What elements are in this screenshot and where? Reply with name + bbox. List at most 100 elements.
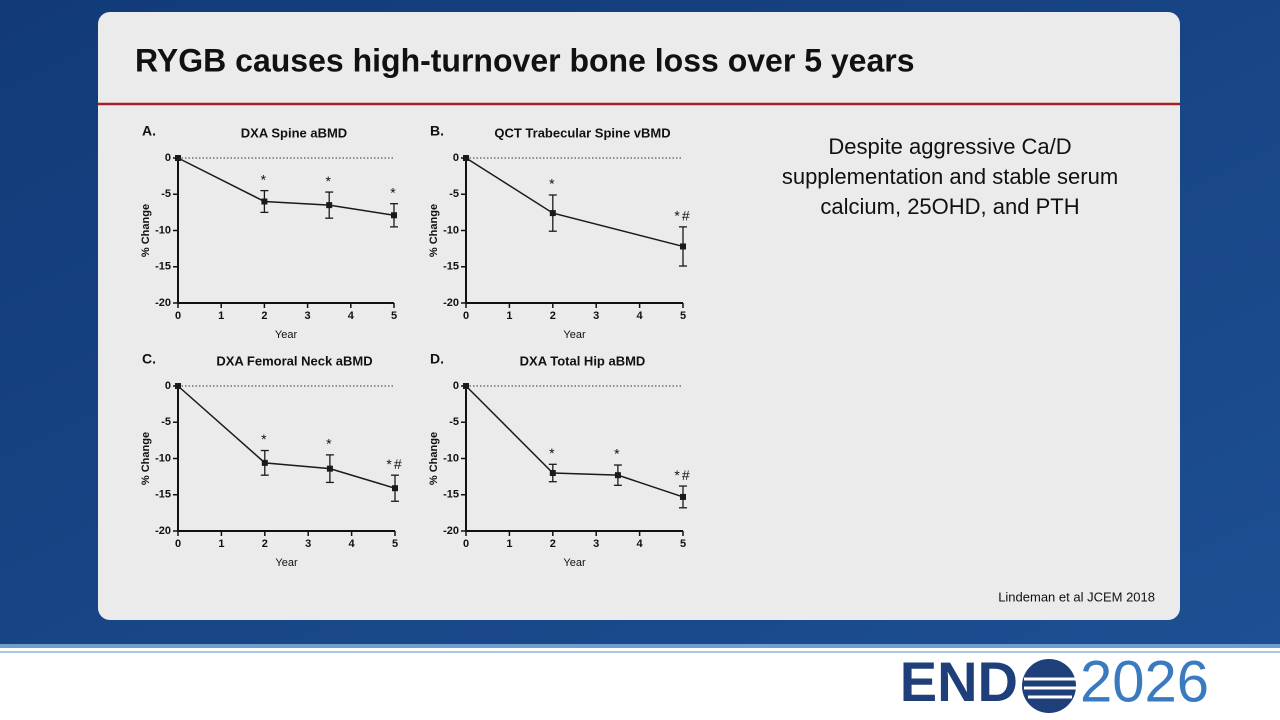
chart: B. QCT Trabecular Spine vBMD Year % Change 0… (428, 123, 691, 341)
x-tick-label: 4 (348, 310, 355, 322)
data-point (261, 198, 268, 205)
x-tick-label: 0 (463, 538, 469, 550)
data-point (549, 470, 556, 476)
data-point (680, 243, 686, 250)
x-axis-label: Year (275, 557, 298, 569)
y-tick-label: -5 (161, 416, 171, 428)
x-tick-label: 1 (506, 538, 512, 550)
note: supplementation and stable serum (782, 164, 1118, 189)
chart: A. DXA Spine aBMD Year % Change 0 1 2 3 4 5 -20 -15… (140, 123, 398, 341)
data-point (614, 472, 621, 479)
x-tick-label: 0 (175, 538, 181, 550)
x-tick-label: 5 (680, 538, 686, 550)
data-line (465, 385, 684, 498)
y-tick-label: -15 (155, 489, 171, 501)
footer-stripe (0, 651, 1280, 653)
annotation: * (261, 171, 268, 187)
y-tick-label: -10 (155, 452, 171, 464)
y-axis-label: % Change (428, 432, 440, 485)
panel-label: A. (142, 123, 156, 139)
x-tick-label: 4 (637, 538, 644, 550)
data-line (177, 385, 396, 489)
data-point (175, 155, 181, 161)
panel-label: C. (142, 351, 156, 367)
y-tick-label: -15 (155, 261, 171, 273)
panel-label: D. (430, 351, 444, 367)
data-point (175, 383, 181, 389)
x-tick-label: 3 (593, 310, 599, 322)
y-tick-label: 0 (165, 152, 171, 164)
y-tick-label: 0 (453, 152, 459, 164)
annotation: *# (674, 208, 691, 224)
x-tick-label: 2 (261, 310, 267, 322)
y-axis-label: % Change (428, 204, 440, 257)
card (98, 12, 1180, 620)
x-axis-label: Year (275, 329, 298, 341)
x-tick-label: 4 (349, 538, 356, 550)
annotation: *# (386, 456, 403, 472)
y-tick-label: -20 (443, 297, 459, 309)
data-point (463, 155, 469, 161)
note: Despite aggressive Ca/D (828, 134, 1071, 159)
annotation: * (549, 445, 556, 461)
annotation: * (326, 436, 333, 452)
x-tick-label: 2 (262, 538, 268, 550)
data-point (680, 493, 686, 500)
data-point (391, 212, 397, 219)
x-tick-label: 0 (463, 310, 469, 322)
x-tick-label: 4 (637, 310, 644, 322)
y-tick-label: -20 (443, 525, 459, 537)
x-tick-label: 0 (175, 310, 181, 322)
y-tick-label: 0 (453, 380, 459, 392)
x-axis-label: Year (563, 329, 586, 341)
y-tick-label: -5 (161, 188, 171, 200)
data-line (177, 157, 395, 217)
citation: Lindeman et al JCEM 2018 (998, 589, 1155, 604)
x-tick-label: 2 (550, 538, 556, 550)
data-point (326, 465, 333, 472)
data-point (392, 485, 398, 492)
x-tick-label: 1 (218, 310, 224, 322)
annotation: * (261, 431, 268, 447)
data-point (549, 210, 556, 217)
logo-year: 2026 (1080, 649, 1209, 714)
annotation: * (390, 184, 397, 200)
x-tick-label: 5 (392, 538, 398, 550)
x-tick-label: 3 (305, 538, 311, 550)
data-point (463, 383, 469, 389)
data-point (261, 459, 268, 466)
y-tick-label: -20 (155, 525, 171, 537)
annotation: * (549, 176, 556, 192)
y-tick-label: -20 (155, 297, 171, 309)
y-tick-label: 0 (165, 380, 171, 392)
annotation: * (614, 446, 621, 462)
chart: D. DXA Total Hip aBMD Year % Change 0 1 2 3 4 5 -2… (428, 351, 690, 569)
x-tick-label: 3 (305, 310, 311, 322)
y-axis-label: % Change (140, 204, 152, 257)
x-tick-label: 5 (391, 310, 397, 322)
x-tick-label: 3 (593, 538, 599, 550)
chart-title: DXA Spine aBMD (241, 125, 347, 140)
annotation: * (325, 173, 332, 189)
chart-title: DXA Total Hip aBMD (520, 353, 646, 368)
y-tick-label: -10 (443, 224, 459, 236)
chart-title: QCT Trabecular Spine vBMD (494, 125, 670, 140)
footer-stripe (0, 644, 1280, 648)
y-tick-label: -15 (443, 489, 459, 501)
y-tick-label: -10 (155, 224, 171, 236)
y-tick-label: -5 (449, 416, 459, 428)
x-tick-label: 2 (550, 310, 556, 322)
logo-globe (1022, 659, 1076, 713)
y-tick-label: -10 (443, 452, 459, 464)
panel-label: B. (430, 123, 444, 139)
slide-title: RYGB causes high-turnover bone loss over… (135, 42, 915, 78)
note: calcium, 25OHD, and PTH (820, 194, 1079, 219)
chart: C. DXA Femoral Neck aBMD Year % Change 0 1 2 3 4… (140, 351, 403, 569)
y-axis-label: % Change (140, 432, 152, 485)
x-tick-label: 1 (506, 310, 512, 322)
y-tick-label: -5 (449, 188, 459, 200)
y-tick-label: -15 (443, 261, 459, 273)
logo-brand: END (900, 650, 1018, 713)
